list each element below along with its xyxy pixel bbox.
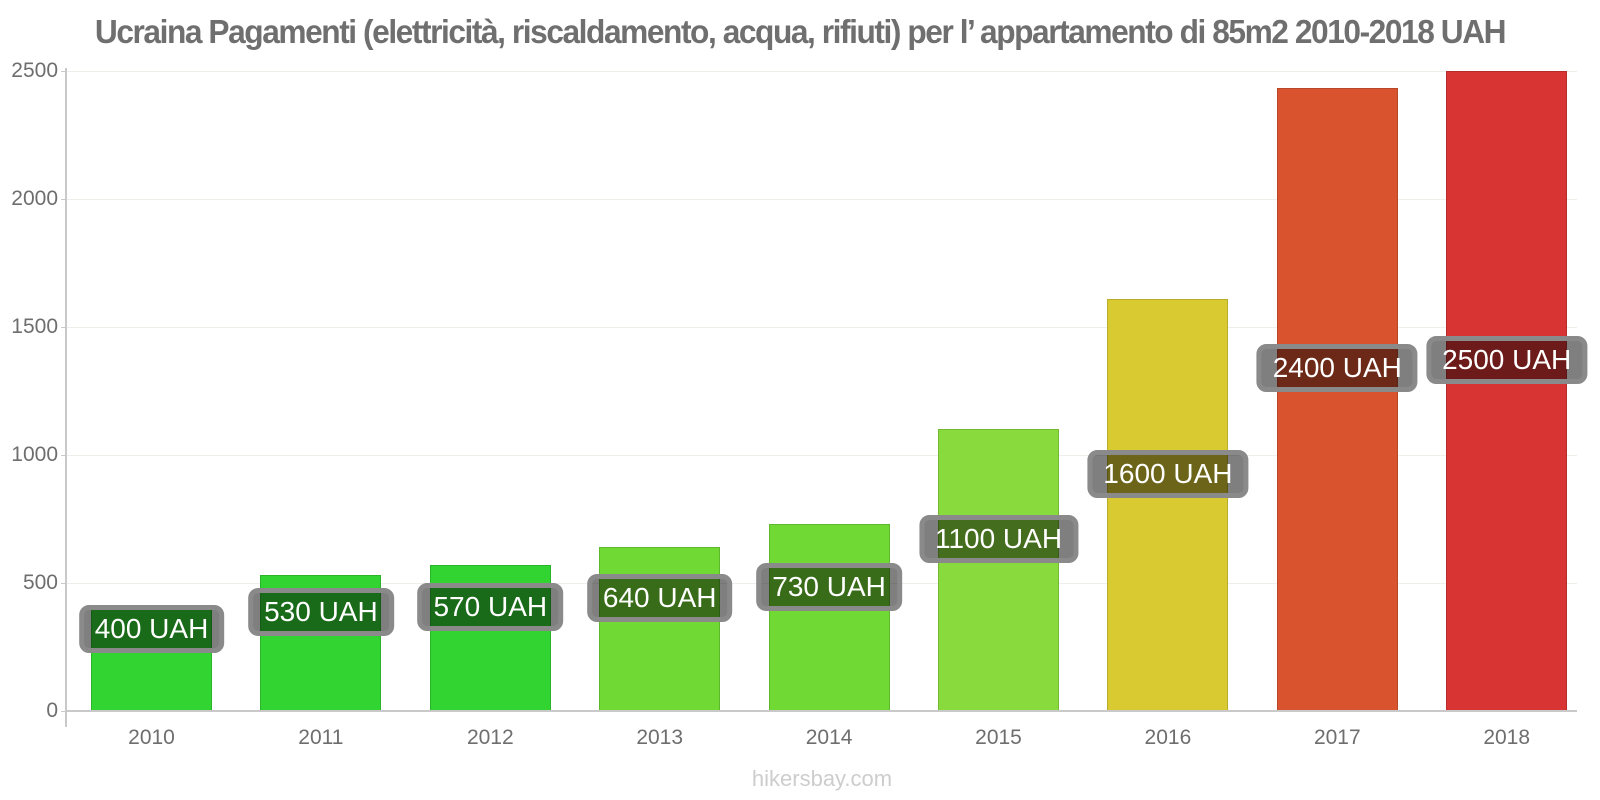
- y-tick-500: [61, 582, 67, 584]
- y-axis-label-0: 0: [46, 699, 58, 722]
- x-axis-label-2018: 2018: [1483, 726, 1531, 749]
- value-label-2014: 730 UAH: [756, 562, 902, 611]
- y-axis-label-1000: 1000: [11, 443, 58, 466]
- y-tick-2500: [61, 70, 67, 72]
- y-tick-1500: [61, 326, 67, 328]
- x-axis-label-2014: 2014: [805, 726, 853, 749]
- x-axis-line: [65, 710, 1577, 712]
- value-label-2012: 570 UAH: [417, 583, 564, 632]
- value-label-2010: 400 UAH: [78, 604, 225, 653]
- y-axis-label-2000: 2000: [11, 187, 58, 210]
- x-axis-label-2012: 2012: [466, 726, 514, 749]
- value-label-2015: 1100 UAH: [918, 515, 1079, 564]
- x-axis-label-2017: 2017: [1313, 726, 1361, 749]
- y-axis-label-500: 500: [22, 571, 58, 594]
- gridline-2000: [67, 198, 1577, 200]
- gridline-2500: [67, 70, 1577, 72]
- bar-2014[interactable]: [768, 524, 890, 711]
- x-axis-label-2011: 2011: [298, 726, 344, 749]
- value-label-2018: 2500 UAH: [1426, 336, 1588, 384]
- x-axis-label-2016: 2016: [1144, 726, 1192, 749]
- value-label-2016: 1600 UAH: [1087, 449, 1249, 498]
- bar-2017[interactable]: [1276, 87, 1398, 711]
- value-label-2017: 2400 UAH: [1256, 344, 1418, 393]
- y-tick-2000: [61, 198, 67, 200]
- bar-2016[interactable]: [1107, 298, 1229, 711]
- watermark: hikersbay.com: [751, 766, 893, 791]
- bar-2015[interactable]: [938, 429, 1059, 711]
- chart-title: Ucraina Pagamenti (elettricità, riscalda…: [94, 13, 1507, 50]
- value-label-2011: 530 UAH: [248, 588, 394, 637]
- bar-2013[interactable]: [599, 547, 721, 711]
- x-axis-label-2010: 2010: [128, 726, 175, 749]
- x-axis-label-2013: 2013: [636, 726, 684, 749]
- y-tick-0: [61, 710, 67, 712]
- bar-2018[interactable]: [1446, 71, 1568, 711]
- x-axis-label-2015: 2015: [975, 726, 1022, 749]
- y-axis-line: [65, 68, 67, 727]
- gridline-1500: [67, 326, 1577, 328]
- value-label-2013: 640 UAH: [586, 574, 733, 623]
- y-tick-1000: [61, 454, 67, 456]
- y-axis-label-1500: 1500: [11, 315, 58, 338]
- gridline-1000: [67, 454, 1577, 456]
- y-axis-label-2500: 2500: [11, 59, 58, 82]
